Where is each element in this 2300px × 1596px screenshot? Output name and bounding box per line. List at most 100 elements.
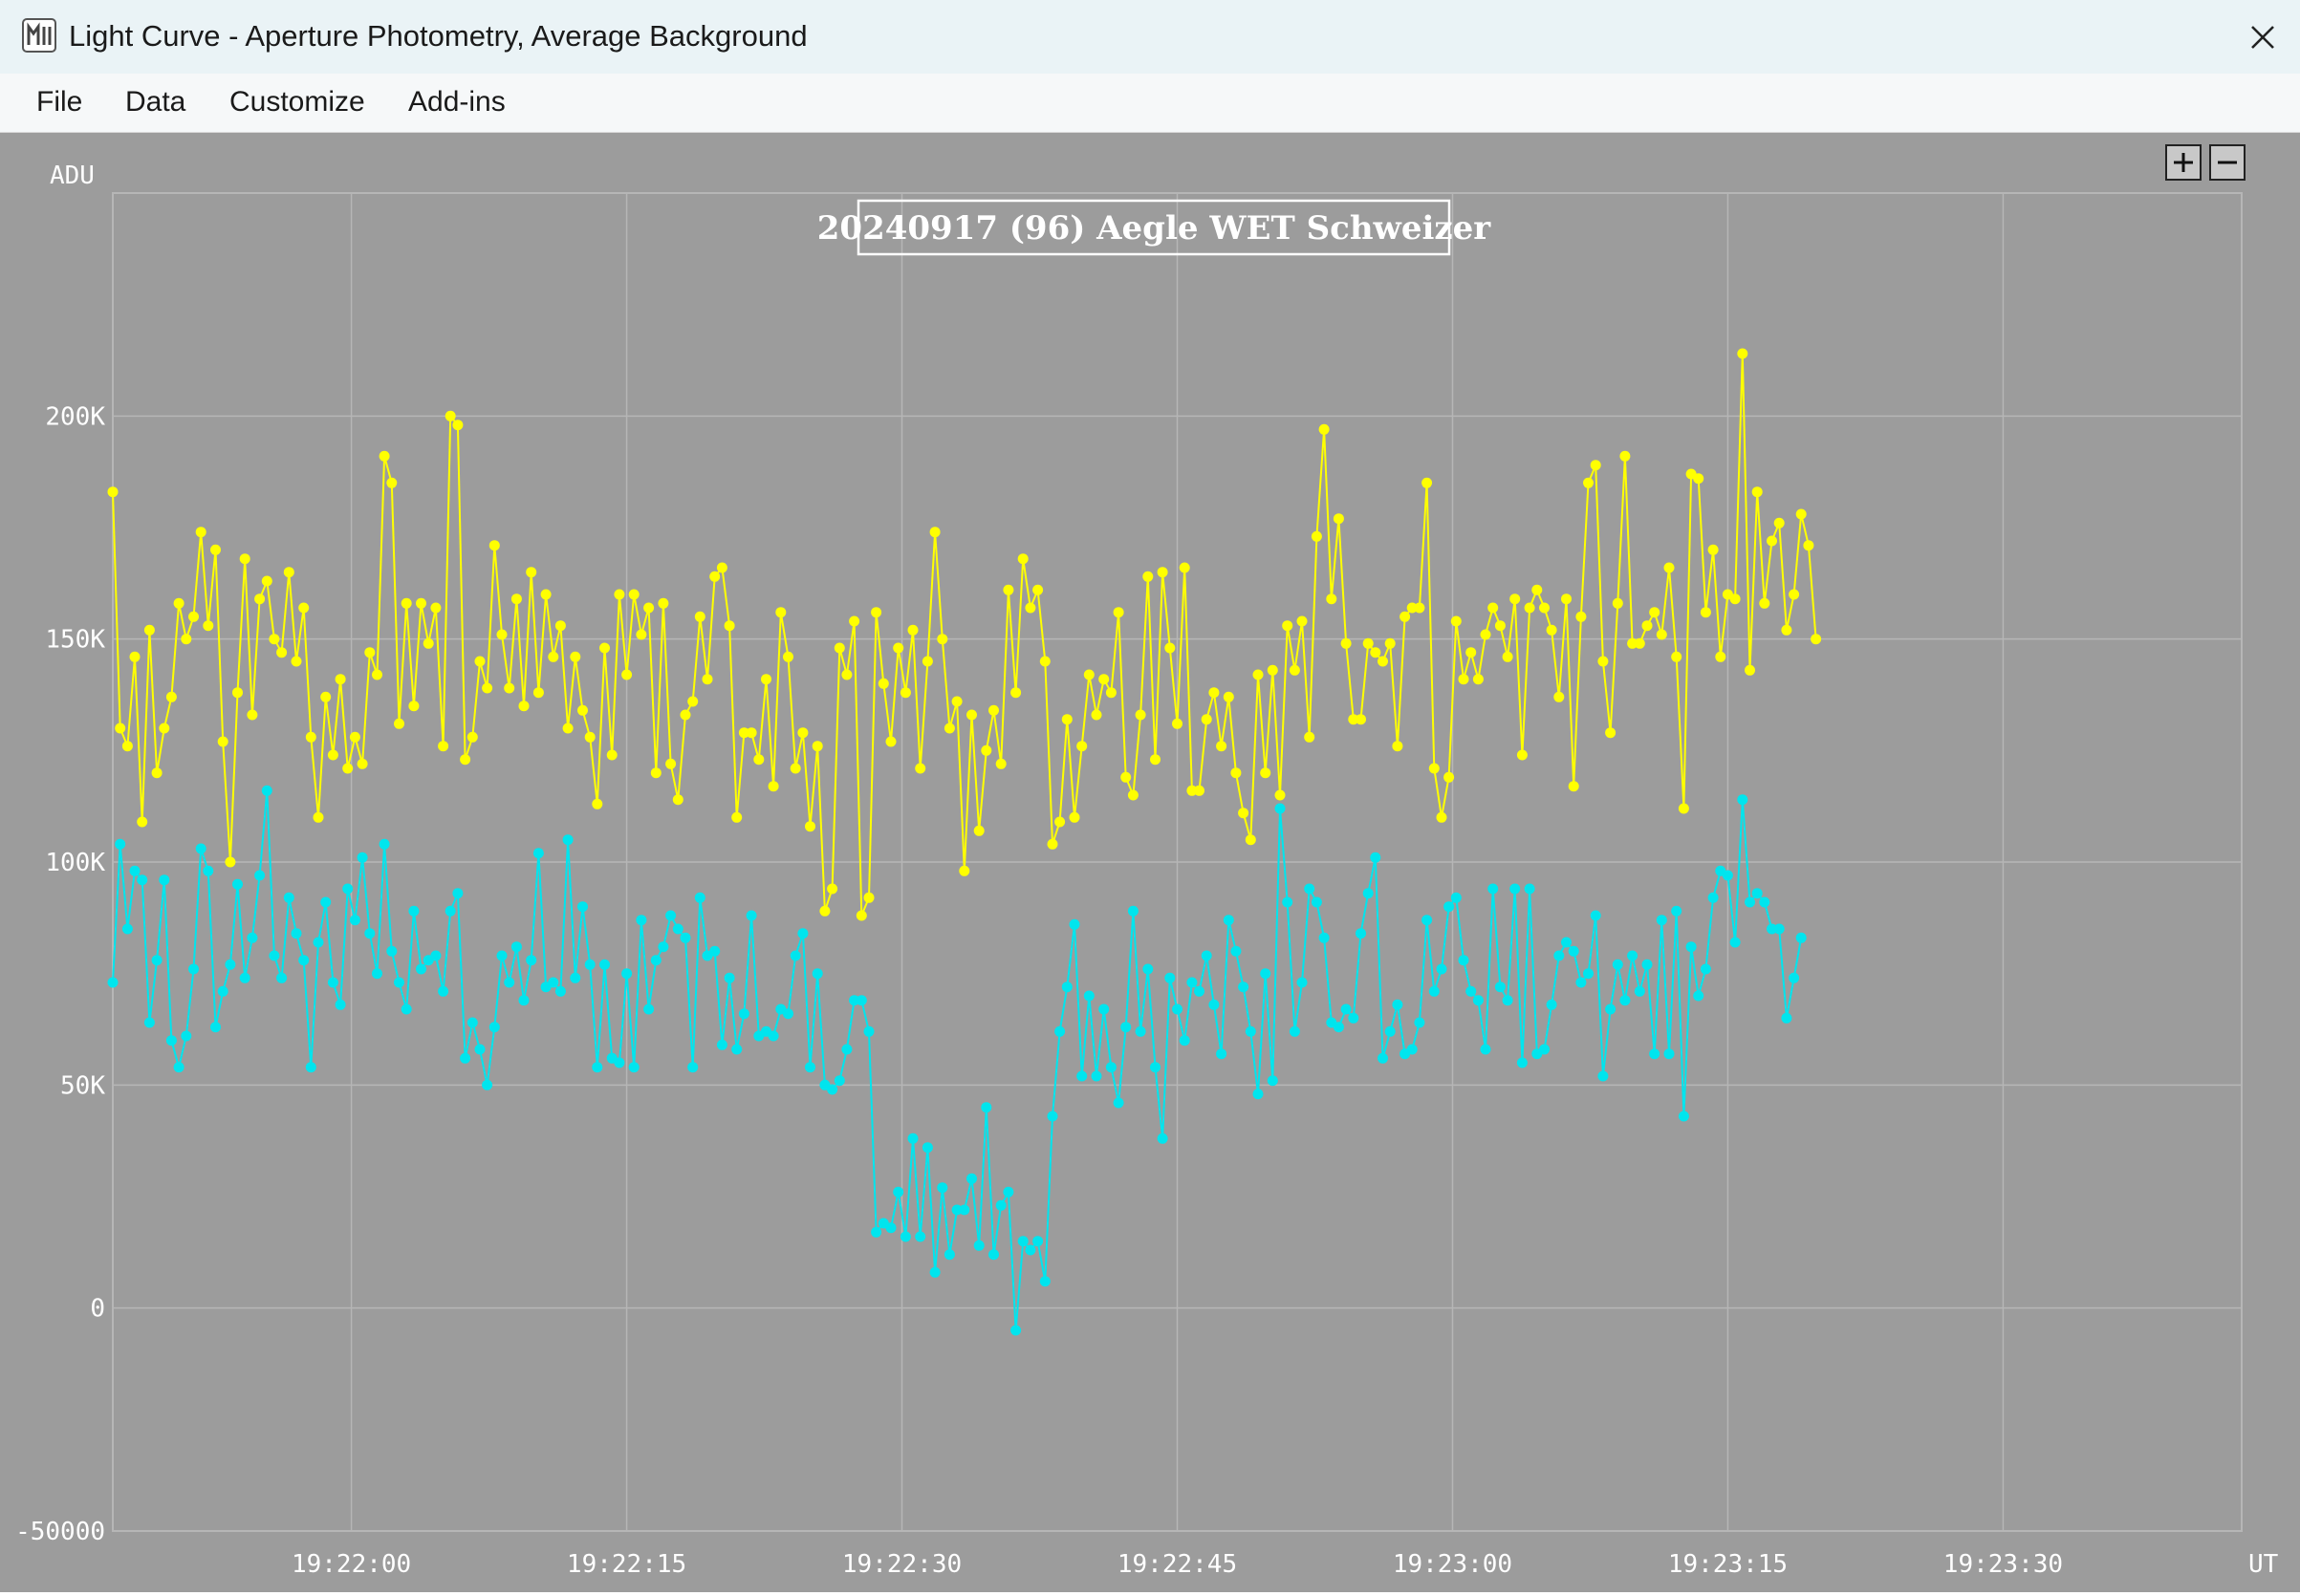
data-point xyxy=(1583,968,1594,980)
data-point xyxy=(1326,593,1337,605)
menu-file[interactable]: File xyxy=(36,86,83,118)
close-icon xyxy=(2251,26,2274,49)
data-point xyxy=(570,972,581,983)
data-point xyxy=(394,718,404,729)
data-point xyxy=(1238,981,1249,993)
data-point xyxy=(1201,714,1212,725)
data-point xyxy=(1414,1017,1425,1028)
data-point xyxy=(680,709,691,721)
y-tick-label: 50K xyxy=(60,1071,105,1100)
data-point xyxy=(805,1062,815,1073)
data-point xyxy=(1400,611,1411,622)
data-point xyxy=(1392,999,1403,1010)
data-point xyxy=(1069,918,1080,930)
data-point xyxy=(702,674,713,685)
data-point xyxy=(1157,1132,1168,1144)
data-point xyxy=(1150,754,1161,766)
data-point xyxy=(445,410,456,421)
data-point xyxy=(797,727,809,739)
data-point xyxy=(915,1231,926,1242)
data-point xyxy=(1392,741,1403,752)
data-point xyxy=(488,1022,500,1033)
data-point xyxy=(951,1204,963,1216)
data-point xyxy=(1502,995,1513,1006)
data-point xyxy=(1494,620,1506,632)
data-point xyxy=(225,959,236,970)
data-point xyxy=(1135,1025,1146,1037)
menu-add-ins[interactable]: Add-ins xyxy=(408,86,506,118)
data-point xyxy=(1612,959,1623,970)
data-point xyxy=(327,749,338,761)
data-point xyxy=(335,674,346,685)
data-point xyxy=(1568,945,1579,957)
data-point xyxy=(856,995,867,1006)
data-point xyxy=(1356,928,1366,939)
data-point xyxy=(716,1039,727,1050)
zoom-in-button[interactable] xyxy=(2165,144,2202,181)
data-point xyxy=(1054,1025,1066,1037)
data-point xyxy=(929,1266,941,1278)
zoom-out-button[interactable] xyxy=(2209,144,2246,181)
data-point xyxy=(349,731,360,743)
data-point xyxy=(283,892,294,903)
data-point xyxy=(1164,972,1176,983)
close-button[interactable] xyxy=(2235,11,2290,63)
data-point xyxy=(1120,1022,1132,1033)
data-point xyxy=(1693,473,1704,485)
data-point xyxy=(716,562,727,573)
y-axis-label: ADU xyxy=(50,162,95,190)
data-point xyxy=(1252,1089,1264,1100)
data-point xyxy=(562,834,574,846)
data-point xyxy=(1414,602,1425,614)
data-point xyxy=(1767,535,1777,547)
data-point xyxy=(1619,995,1631,1006)
data-point xyxy=(1693,990,1704,1002)
data-point xyxy=(1421,915,1433,926)
data-point xyxy=(900,687,911,699)
x-tick-label: 19:23:30 xyxy=(1943,1550,2063,1579)
data-point xyxy=(878,678,889,689)
data-point xyxy=(1061,981,1073,993)
data-point xyxy=(518,701,530,712)
data-point xyxy=(510,941,522,953)
data-point xyxy=(1105,1062,1117,1073)
data-point xyxy=(1480,629,1491,640)
data-point xyxy=(526,955,537,966)
data-point xyxy=(1216,741,1227,752)
data-point xyxy=(1216,1048,1227,1060)
data-point xyxy=(379,450,390,462)
data-point xyxy=(247,932,258,943)
menu-customize[interactable]: Customize xyxy=(229,86,365,118)
data-point xyxy=(746,727,757,739)
data-point xyxy=(1583,477,1594,488)
data-point xyxy=(1745,896,1755,908)
series-1 xyxy=(107,785,1807,1336)
data-point xyxy=(1083,990,1095,1002)
y-tick-label: 0 xyxy=(90,1295,105,1324)
series-line xyxy=(112,790,1803,1331)
minus-icon xyxy=(2218,161,2237,164)
data-point xyxy=(628,589,640,600)
data-point xyxy=(885,736,897,747)
menu-data[interactable]: Data xyxy=(125,86,186,118)
data-point xyxy=(694,892,705,903)
data-point xyxy=(929,527,941,538)
data-point xyxy=(959,1204,970,1216)
data-point xyxy=(254,593,266,605)
data-point xyxy=(1348,714,1359,725)
data-point xyxy=(1605,727,1617,739)
data-point xyxy=(1671,905,1682,917)
data-point xyxy=(768,1030,779,1042)
data-point xyxy=(298,955,310,966)
data-point xyxy=(1318,423,1330,435)
data-point xyxy=(416,597,426,609)
data-point xyxy=(1061,714,1073,725)
y-tick-label: 150K xyxy=(45,626,105,655)
data-point xyxy=(1362,637,1374,649)
data-point xyxy=(1428,985,1440,997)
title-bar: Light Curve - Aperture Photometry, Avera… xyxy=(0,0,2300,74)
data-point xyxy=(1707,892,1719,903)
data-point xyxy=(973,825,985,836)
data-point xyxy=(783,1008,793,1020)
